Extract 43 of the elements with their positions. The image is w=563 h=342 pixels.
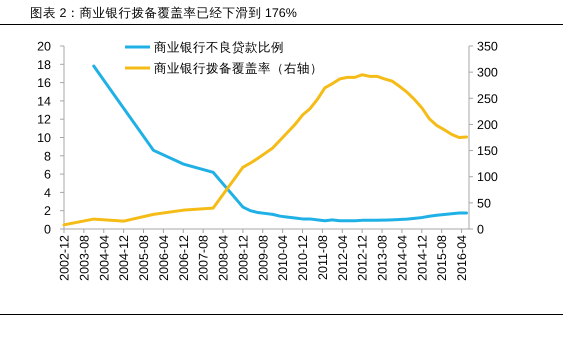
x-tick-label: 2008-04 xyxy=(216,234,231,281)
legend-label: 商业银行不良贷款比例 xyxy=(154,40,284,54)
x-tick-label: 2010-04 xyxy=(276,234,290,281)
x-tick-label: 2013-08 xyxy=(376,234,390,281)
chart-title: 图表 2：商业银行拨备覆盖率已经下滑到 176% xyxy=(30,5,297,20)
y-tick-label: 16 xyxy=(37,76,52,90)
x-tick-label: 2014-12 xyxy=(415,234,430,281)
y-tick-label: 4 xyxy=(44,186,52,200)
x-tick-label: 2012-12 xyxy=(356,234,370,281)
x-tick-label: 2009-08 xyxy=(256,234,270,281)
y2-tick-label: 100 xyxy=(477,170,498,184)
y-tick-label: 20 xyxy=(37,40,52,54)
y-tick-label: 6 xyxy=(44,168,52,182)
x-tick-label: 2004-12 xyxy=(117,234,132,281)
x-tick-label: 2016-04 xyxy=(455,234,470,281)
x-tick-label: 2006-04 xyxy=(156,234,171,281)
x-tick-label: 2005-08 xyxy=(137,234,152,281)
x-tick-label: 2007-08 xyxy=(196,234,211,281)
x-tick-label: 2003-08 xyxy=(77,234,92,281)
y-tick-label: 12 xyxy=(37,112,52,127)
y-tick-label: 0 xyxy=(44,222,52,236)
y2-tick-label: 150 xyxy=(477,144,498,158)
y-tick-label: 18 xyxy=(37,58,52,72)
y-tick-label: 2 xyxy=(44,204,52,218)
y2-tick-label: 200 xyxy=(477,118,498,132)
legend-label: 商业银行拨备覆盖率（右轴） xyxy=(154,60,323,76)
x-tick-label: 2011-08 xyxy=(316,234,330,280)
y-tick-label: 14 xyxy=(37,94,52,108)
y-tick-label: 8 xyxy=(44,149,52,164)
y2-tick-label: 0 xyxy=(477,222,484,236)
x-tick-label: 2006-12 xyxy=(176,234,191,281)
x-tick-label: 2002-12 xyxy=(58,234,72,281)
x-tick-label: 2010-12 xyxy=(296,234,310,281)
x-tick-label: 2014-04 xyxy=(395,234,410,281)
y2-tick-label: 350 xyxy=(477,40,498,54)
y2-tick-label: 300 xyxy=(477,66,498,80)
y2-tick-label: 50 xyxy=(477,196,491,210)
x-tick-label: 2004-04 xyxy=(97,234,112,281)
x-tick-label: 2015-08 xyxy=(435,234,450,281)
x-tick-label: 2012-04 xyxy=(336,234,350,281)
y2-tick-label: 250 xyxy=(477,92,498,106)
y-tick-label: 10 xyxy=(37,131,52,145)
x-tick-label: 2008-12 xyxy=(236,234,250,281)
